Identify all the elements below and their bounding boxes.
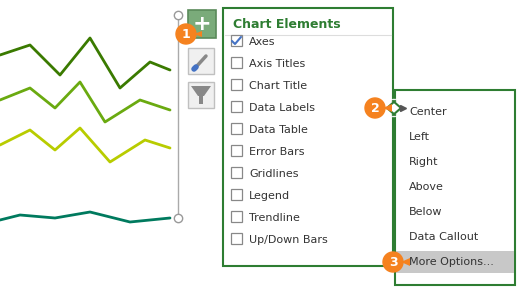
Text: Trendline: Trendline (249, 213, 300, 223)
Polygon shape (199, 96, 203, 104)
Circle shape (365, 98, 385, 118)
FancyBboxPatch shape (231, 233, 242, 244)
FancyBboxPatch shape (395, 90, 515, 285)
Text: Above: Above (409, 182, 444, 192)
Text: Axes: Axes (249, 37, 276, 47)
Text: More Options...: More Options... (409, 257, 494, 267)
FancyBboxPatch shape (188, 10, 216, 38)
Text: Center: Center (409, 107, 447, 117)
Text: Gridlines: Gridlines (249, 169, 299, 179)
Text: Data Labels: Data Labels (249, 103, 315, 113)
Text: Left: Left (409, 132, 430, 142)
Text: Error Bars: Error Bars (249, 147, 304, 157)
FancyBboxPatch shape (231, 101, 242, 112)
Polygon shape (401, 258, 410, 266)
FancyBboxPatch shape (231, 35, 242, 46)
FancyBboxPatch shape (231, 123, 242, 134)
FancyBboxPatch shape (188, 82, 214, 108)
Text: Data Table: Data Table (249, 125, 308, 135)
Text: Data Callout: Data Callout (409, 232, 478, 242)
Text: 3: 3 (389, 255, 397, 268)
FancyBboxPatch shape (231, 79, 242, 90)
FancyBboxPatch shape (188, 48, 214, 74)
Text: Legend: Legend (249, 191, 290, 201)
Text: Chart Title: Chart Title (249, 81, 307, 91)
Circle shape (176, 24, 196, 44)
Polygon shape (191, 86, 211, 96)
Text: +: + (193, 14, 211, 34)
FancyBboxPatch shape (231, 211, 242, 222)
FancyBboxPatch shape (231, 189, 242, 200)
Text: 2: 2 (371, 102, 379, 115)
FancyBboxPatch shape (396, 251, 514, 273)
FancyBboxPatch shape (231, 57, 242, 68)
Text: 1: 1 (182, 28, 191, 41)
Text: Below: Below (409, 207, 443, 217)
Text: Right: Right (409, 157, 438, 167)
Text: Up/Down Bars: Up/Down Bars (249, 235, 328, 245)
Text: Chart Elements: Chart Elements (233, 18, 341, 32)
FancyBboxPatch shape (231, 145, 242, 156)
FancyBboxPatch shape (223, 8, 393, 266)
Polygon shape (194, 31, 202, 37)
Polygon shape (383, 104, 392, 112)
FancyBboxPatch shape (231, 167, 242, 178)
Text: Axis Titles: Axis Titles (249, 59, 305, 69)
Circle shape (383, 252, 403, 272)
